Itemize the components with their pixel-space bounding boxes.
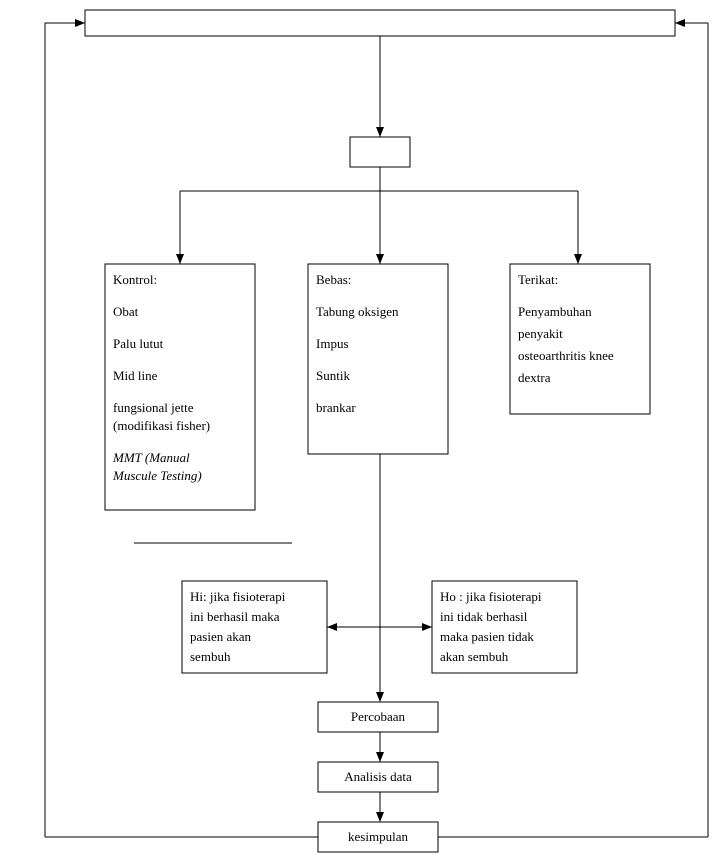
node-bebas: Bebas: Tabung oksigen Impus Suntik brankar xyxy=(308,264,448,454)
node-bebas-line-1: Tabung oksigen xyxy=(316,304,399,319)
node-bebas-line-0: Bebas: xyxy=(316,272,351,287)
node-terikat-line-1: Penyambuhan xyxy=(518,304,592,319)
node-kontrol-line-5: (modifikasi fisher) xyxy=(113,418,210,433)
node-kontrol-line-2: Palu lutut xyxy=(113,336,164,351)
node-hi-line-1: ini berhasil maka xyxy=(190,609,280,624)
node-kontrol: Kontrol: Obat Palu lutut Mid line fungsional… xyxy=(105,264,255,510)
node-percobaan-label: Percobaan xyxy=(351,709,406,724)
node-analisis: Analisis data xyxy=(318,762,438,792)
node-percobaan: Percobaan xyxy=(318,702,438,732)
node-terikat-line-2: penyakit xyxy=(518,326,563,341)
node-hi-line-3: sembuh xyxy=(190,649,231,664)
node-hi-line-2: pasien akan xyxy=(190,629,252,644)
node-analisis-label: Analisis data xyxy=(344,769,412,784)
node-ho-line-2: maka pasien tidak xyxy=(440,629,534,644)
node-ho-line-0: Ho : jika fisioterapi xyxy=(440,589,542,604)
node-hub xyxy=(350,137,410,167)
node-top xyxy=(85,10,675,36)
node-terikat-line-4: dextra xyxy=(518,370,551,385)
node-kontrol-line-0: Kontrol: xyxy=(113,272,157,287)
node-ho: Ho : jika fisioterapi ini tidak berhasil m… xyxy=(432,581,577,673)
node-hi-line-0: Hi: jika fisioterapi xyxy=(190,589,286,604)
node-kesimpulan-label: kesimpulan xyxy=(348,829,408,844)
node-hi: Hi: jika fisioterapi ini berhasil maka pas… xyxy=(182,581,327,673)
node-ho-line-1: ini tidak berhasil xyxy=(440,609,528,624)
node-kontrol-line-4: fungsional jette xyxy=(113,400,194,415)
node-bebas-line-4: brankar xyxy=(316,400,356,415)
node-kesimpulan: kesimpulan xyxy=(318,822,438,852)
node-bebas-line-3: Suntik xyxy=(316,368,350,383)
node-kontrol-line-6: MMT (Manual xyxy=(112,450,190,465)
node-terikat-line-0: Terikat: xyxy=(518,272,558,287)
node-terikat-line-3: osteoarthritis knee xyxy=(518,348,614,363)
node-kontrol-line-3: Mid line xyxy=(113,368,158,383)
node-bebas-line-2: Impus xyxy=(316,336,349,351)
node-terikat: Terikat: Penyambuhan penyakit osteoarthriti… xyxy=(510,264,650,414)
node-kontrol-line-1: Obat xyxy=(113,304,139,319)
flowchart: Kontrol: Obat Palu lutut Mid line fungsional… xyxy=(0,0,726,855)
node-ho-line-3: akan sembuh xyxy=(440,649,509,664)
node-kontrol-line-7: Muscule Testing) xyxy=(112,468,202,483)
